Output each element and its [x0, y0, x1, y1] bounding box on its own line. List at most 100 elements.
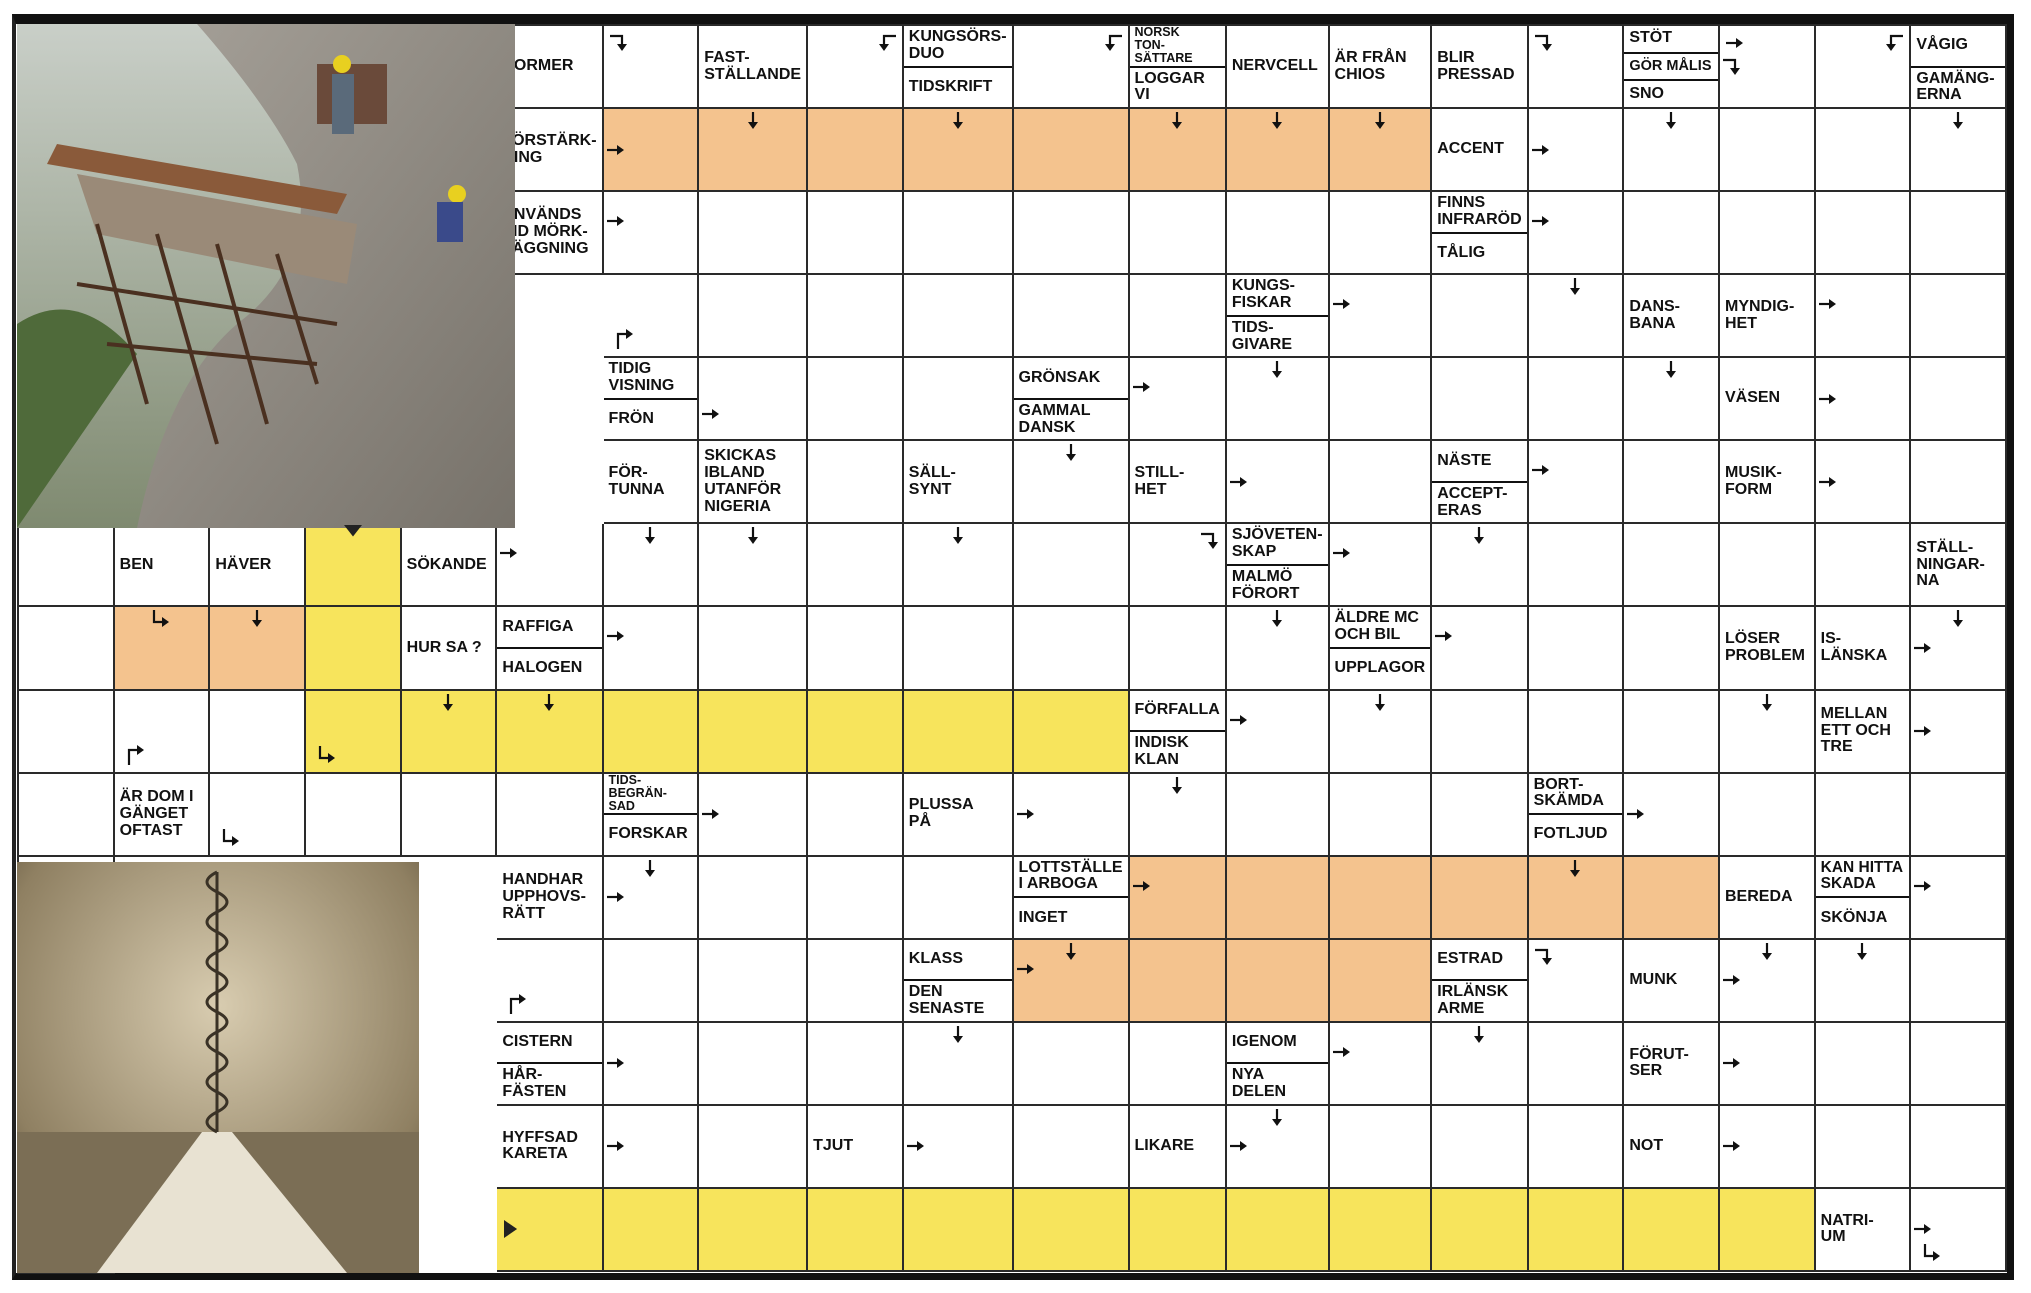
answer-cell[interactable]	[699, 524, 809, 608]
answer-cell[interactable]	[1815, 1105, 1912, 1189]
answer-cell-highlighted-yellow[interactable]	[699, 1188, 809, 1272]
answer-cell[interactable]	[1226, 1105, 1330, 1189]
answer-cell[interactable]	[1624, 524, 1720, 608]
answer-cell[interactable]	[808, 192, 904, 276]
answer-cell[interactable]	[603, 524, 700, 608]
answer-cell[interactable]	[1013, 1022, 1130, 1106]
answer-cell[interactable]	[903, 1105, 1014, 1189]
answer-cell[interactable]	[1013, 441, 1130, 525]
answer-cell[interactable]	[1528, 690, 1625, 774]
answer-cell[interactable]	[1624, 109, 1720, 193]
answer-cell[interactable]	[1911, 856, 2007, 940]
answer-cell[interactable]	[1815, 26, 1912, 110]
answer-cell-highlighted-orange[interactable]	[1226, 856, 1330, 940]
answer-cell-highlighted-orange[interactable]	[1129, 856, 1227, 940]
answer-cell[interactable]	[497, 939, 604, 1023]
answer-cell[interactable]	[699, 939, 809, 1023]
answer-cell[interactable]	[1129, 358, 1227, 442]
answer-cell[interactable]	[1815, 109, 1912, 193]
answer-cell-highlighted-yellow[interactable]	[401, 690, 498, 774]
answer-cell[interactable]	[699, 275, 809, 359]
answer-cell[interactable]	[1911, 1105, 2007, 1189]
answer-cell[interactable]	[1719, 1105, 1816, 1189]
answer-cell[interactable]	[1528, 275, 1625, 359]
answer-cell[interactable]	[305, 773, 402, 857]
answer-cell[interactable]	[1329, 1105, 1433, 1189]
answer-cell[interactable]	[1528, 109, 1625, 193]
answer-cell-highlighted-yellow[interactable]	[1329, 1188, 1433, 1272]
answer-cell[interactable]	[1329, 358, 1433, 442]
answer-cell[interactable]	[1432, 524, 1529, 608]
answer-cell[interactable]	[1226, 358, 1330, 442]
answer-cell[interactable]	[808, 856, 904, 940]
answer-cell[interactable]	[210, 690, 306, 774]
answer-cell-highlighted-orange[interactable]	[1226, 109, 1330, 193]
answer-cell[interactable]	[1013, 1105, 1130, 1189]
answer-cell[interactable]	[903, 275, 1014, 359]
answer-cell[interactable]	[699, 856, 809, 940]
answer-cell[interactable]	[1129, 275, 1227, 359]
answer-cell[interactable]	[19, 773, 115, 857]
answer-cell[interactable]	[903, 192, 1014, 276]
answer-cell-highlighted-yellow[interactable]	[1624, 1188, 1720, 1272]
answer-cell-highlighted-yellow[interactable]	[903, 1188, 1014, 1272]
answer-cell-highlighted-yellow[interactable]	[1013, 690, 1130, 774]
answer-cell[interactable]	[603, 939, 700, 1023]
answer-cell[interactable]	[1719, 1022, 1816, 1106]
answer-cell[interactable]	[1432, 690, 1529, 774]
answer-cell[interactable]	[1329, 524, 1433, 608]
answer-cell[interactable]	[603, 1022, 700, 1106]
answer-cell[interactable]	[1226, 441, 1330, 525]
answer-cell-highlighted-orange[interactable]	[210, 607, 306, 691]
answer-cell-highlighted-yellow[interactable]	[1013, 1188, 1130, 1272]
answer-cell[interactable]	[1528, 441, 1625, 525]
answer-cell[interactable]	[903, 358, 1014, 442]
answer-cell[interactable]	[808, 939, 904, 1023]
answer-cell-highlighted-yellow[interactable]	[1129, 1188, 1227, 1272]
answer-cell[interactable]	[1528, 607, 1625, 691]
answer-cell[interactable]	[1129, 773, 1227, 857]
answer-cell[interactable]	[1815, 358, 1912, 442]
answer-cell-highlighted-yellow[interactable]	[305, 690, 402, 774]
answer-cell[interactable]	[1528, 1022, 1625, 1106]
answer-cell[interactable]	[808, 275, 904, 359]
answer-cell-highlighted-yellow[interactable]	[1719, 1188, 1816, 1272]
answer-cell-highlighted-yellow[interactable]	[1432, 1188, 1529, 1272]
answer-cell[interactable]	[1432, 607, 1529, 691]
answer-cell[interactable]	[1528, 192, 1625, 276]
answer-cell[interactable]	[1013, 26, 1130, 110]
answer-cell[interactable]	[1911, 358, 2007, 442]
answer-cell[interactable]	[1013, 607, 1130, 691]
answer-cell[interactable]	[1815, 1022, 1912, 1106]
answer-cell[interactable]	[1911, 192, 2007, 276]
answer-cell[interactable]	[1226, 607, 1330, 691]
answer-cell[interactable]	[1226, 690, 1330, 774]
answer-cell-highlighted-orange[interactable]	[1129, 109, 1227, 193]
answer-cell[interactable]	[1815, 773, 1912, 857]
answer-cell[interactable]	[1013, 524, 1130, 608]
answer-cell[interactable]	[1528, 26, 1625, 110]
answer-cell[interactable]	[699, 358, 809, 442]
answer-cell[interactable]	[1129, 524, 1227, 608]
answer-cell-highlighted-yellow[interactable]	[305, 607, 402, 691]
answer-cell[interactable]	[603, 26, 700, 110]
answer-cell[interactable]	[699, 607, 809, 691]
answer-cell[interactable]	[603, 192, 700, 276]
answer-cell[interactable]	[1624, 773, 1720, 857]
answer-cell-highlighted-yellow[interactable]	[497, 690, 604, 774]
answer-cell-highlighted-orange[interactable]	[903, 109, 1014, 193]
answer-cell[interactable]	[1719, 773, 1816, 857]
answer-cell-highlighted-orange[interactable]	[603, 109, 700, 193]
answer-cell[interactable]	[1911, 607, 2007, 691]
answer-cell[interactable]	[1815, 939, 1912, 1023]
answer-cell[interactable]	[1911, 441, 2007, 525]
answer-cell[interactable]	[1129, 607, 1227, 691]
answer-cell[interactable]	[1013, 773, 1130, 857]
answer-cell[interactable]	[1719, 690, 1816, 774]
answer-cell[interactable]	[19, 607, 115, 691]
answer-cell-highlighted-orange[interactable]	[1432, 856, 1529, 940]
answer-cell[interactable]	[1226, 773, 1330, 857]
answer-cell[interactable]	[1719, 26, 1816, 110]
answer-cell-highlighted-orange[interactable]	[808, 109, 904, 193]
answer-cell[interactable]	[1815, 524, 1912, 608]
